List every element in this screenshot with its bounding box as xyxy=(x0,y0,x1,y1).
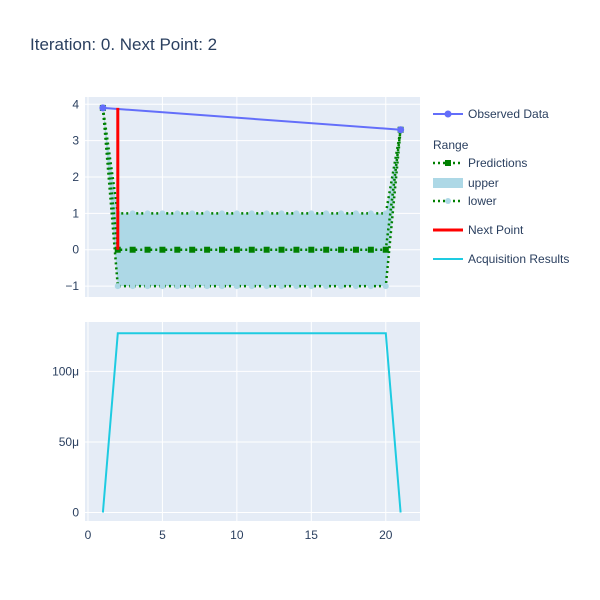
predictions-point xyxy=(367,246,374,253)
legend-label-acquisition: Acquisition Results xyxy=(468,252,569,266)
upper-point xyxy=(218,210,225,217)
predictions-point xyxy=(144,246,151,253)
lower-point xyxy=(308,283,315,290)
legend-item-predictions[interactable]: Predictions xyxy=(433,156,527,170)
acquisition-results-line xyxy=(101,332,402,513)
top-y-tick-label: 2 xyxy=(72,170,79,184)
predictions-point xyxy=(293,246,300,253)
lower-point xyxy=(129,283,136,290)
bottom-x-tick-label: 0 xyxy=(85,528,92,542)
predictions-point xyxy=(278,246,285,253)
legend-item-acquisition[interactable]: Acquisition Results xyxy=(433,252,569,266)
upper-point xyxy=(352,210,359,217)
legend-label-next-point: Next Point xyxy=(468,223,524,237)
top-y-tick-label: 3 xyxy=(72,134,79,148)
legend-group-title: Range xyxy=(433,138,469,152)
bottom-x-tick-label: 10 xyxy=(230,528,244,542)
predictions-point xyxy=(218,246,225,253)
upper-point xyxy=(129,210,136,217)
upper-point xyxy=(263,210,270,217)
top-y-tick-label: −1 xyxy=(65,279,79,293)
predictions-point xyxy=(308,246,315,253)
legend-item-next-point[interactable]: Next Point xyxy=(433,223,524,237)
predictions-point xyxy=(382,246,389,253)
lower-point xyxy=(204,283,211,290)
bottom-y-tick-label: 0 xyxy=(72,506,79,520)
upper-point xyxy=(308,210,315,217)
lower-point xyxy=(174,283,181,290)
upper-point xyxy=(189,210,196,217)
predictions-point xyxy=(114,246,121,253)
observed-data-point xyxy=(397,126,405,134)
lower-point xyxy=(114,283,121,290)
lower-point xyxy=(293,283,300,290)
predictions-point xyxy=(323,246,330,253)
upper-point xyxy=(204,210,211,217)
legend: Observed Data Range Predictions upper lo… xyxy=(433,107,569,266)
bottom-x-tick-label: 15 xyxy=(305,528,319,542)
predictions-point xyxy=(204,246,211,253)
upper-point xyxy=(144,210,151,217)
lower-point xyxy=(159,283,166,290)
observed-data-line xyxy=(102,106,401,131)
upper-point xyxy=(367,210,374,217)
lower-point xyxy=(263,283,270,290)
lower-point xyxy=(278,283,285,290)
bottom-plot-background xyxy=(85,322,420,521)
legend-label-upper: upper xyxy=(468,176,499,190)
top-y-tick-label: 1 xyxy=(72,206,79,220)
legend-marker-lower xyxy=(445,198,451,204)
predictions-point xyxy=(233,246,240,253)
predictions-point xyxy=(159,246,166,253)
legend-marker-predictions xyxy=(445,160,451,166)
predictions-point xyxy=(248,246,255,253)
bottom-plot-area: 0 5 10 15 20 0 50μ 100μ xyxy=(52,322,420,542)
upper-point xyxy=(248,210,255,217)
upper-point xyxy=(323,210,330,217)
lower-point xyxy=(248,283,255,290)
legend-label-observed: Observed Data xyxy=(468,107,549,121)
bottom-y-tick-label: 100μ xyxy=(52,364,79,378)
legend-label-predictions: Predictions xyxy=(468,156,527,170)
legend-item-lower[interactable]: lower xyxy=(433,194,497,208)
predictions-point xyxy=(352,246,359,253)
top-plot-area: −1 0 1 2 3 4 xyxy=(65,97,420,297)
legend-item-upper[interactable]: upper xyxy=(433,176,499,190)
upper-point xyxy=(338,210,345,217)
legend-swatch-upper xyxy=(433,178,463,188)
upper-point xyxy=(159,210,166,217)
observed-data-point xyxy=(99,104,107,112)
predictions-point xyxy=(189,246,196,253)
lower-point xyxy=(189,283,196,290)
bottom-x-tick-label: 5 xyxy=(159,528,166,542)
predictions-point xyxy=(338,246,345,253)
upper-point xyxy=(293,210,300,217)
bottom-x-tick-label: 20 xyxy=(379,528,393,542)
confidence-band-fill xyxy=(102,107,401,287)
predictions-point xyxy=(263,246,270,253)
bottom-y-tick-label: 50μ xyxy=(59,435,79,449)
lower-point xyxy=(338,283,345,290)
lower-point xyxy=(323,283,330,290)
upper-point xyxy=(174,210,181,217)
legend-label-lower: lower xyxy=(468,194,497,208)
predictions-point xyxy=(129,246,136,253)
legend-marker-observed xyxy=(444,110,452,118)
top-y-tick-label: 4 xyxy=(72,97,79,111)
predictions-point xyxy=(174,246,181,253)
lower-point xyxy=(352,283,359,290)
lower-point xyxy=(144,283,151,290)
upper-point xyxy=(278,210,285,217)
lower-point xyxy=(382,283,389,290)
lower-point xyxy=(218,283,225,290)
upper-point xyxy=(233,210,240,217)
legend-item-observed[interactable]: Observed Data xyxy=(433,107,549,121)
chart-title: Iteration: 0. Next Point: 2 xyxy=(30,35,217,54)
lower-point xyxy=(367,283,374,290)
top-y-tick-label: 0 xyxy=(72,243,79,257)
lower-point xyxy=(233,283,240,290)
upper-point xyxy=(382,210,389,217)
